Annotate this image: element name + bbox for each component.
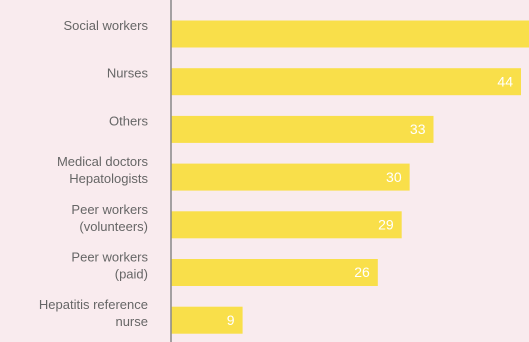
category-line: Hepatitis reference	[39, 298, 148, 313]
value-label: 30	[386, 169, 402, 185]
category-label: Peer workers (paid)	[71, 250, 148, 282]
bar	[171, 259, 378, 286]
category-line: Social workers	[63, 18, 148, 33]
value-label: 33	[410, 121, 426, 137]
category-label: Hepatitis reference nurse	[39, 298, 148, 330]
category-line: nurse	[115, 315, 148, 330]
category-line: Hepatologists	[69, 172, 148, 187]
category-label: Nurses	[107, 66, 149, 81]
bar	[171, 115, 434, 143]
category-label: Medical doctors Hepatologists	[57, 155, 149, 187]
value-label: 44	[497, 73, 513, 89]
category-label: Social workers	[63, 18, 148, 33]
category-line: Peer workers	[71, 202, 148, 217]
category-line: (paid)	[115, 267, 148, 282]
value-label: 29	[378, 217, 394, 233]
bar	[171, 306, 243, 334]
category-line: Peer workers	[71, 250, 148, 265]
bar	[171, 68, 521, 96]
category-label: Peer workers (volunteers)	[71, 202, 148, 234]
bar	[171, 211, 402, 239]
bar	[171, 20, 529, 48]
category-line: Medical doctors	[57, 155, 149, 170]
value-label: 26	[354, 264, 370, 280]
bar	[171, 163, 410, 191]
category-line: Others	[109, 114, 149, 129]
category-line: Nurses	[107, 66, 149, 81]
value-label: 9	[227, 312, 235, 328]
category-line: (volunteers)	[79, 219, 148, 234]
category-label: Others	[109, 114, 149, 129]
